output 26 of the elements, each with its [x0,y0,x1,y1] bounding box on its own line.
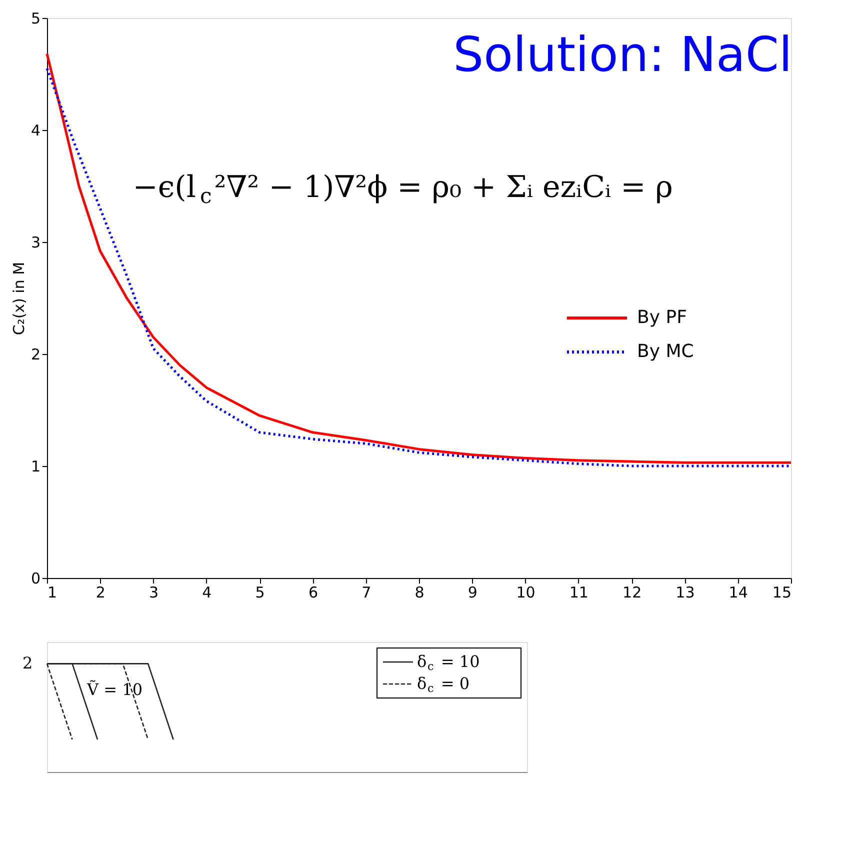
x-tick-label: 13 [676,584,695,602]
y-tick-label: 3 [30,234,40,252]
y-tick-label: 0 [30,570,40,588]
x-tick-label: 15 [772,584,792,602]
legend-label: By PF [637,307,687,328]
x-tick-label: 3 [149,584,159,602]
x-tick-label: 12 [622,584,642,602]
x-tick-label: 9 [468,584,478,602]
x-tick-label: 7 [362,584,372,602]
x-tick-label: 6 [308,584,318,602]
x-tick-label: 8 [414,584,424,602]
annotation: Ṽ = 10 [86,680,142,699]
y-tick-label: 1 [30,458,40,476]
y-axis-title: C₂(x) in M [10,262,28,336]
y-tick-label: 2 [30,346,40,364]
x-tick-label: 2 [96,584,106,602]
legend-label: By MC [637,341,694,362]
x-tick-label: 11 [569,584,588,602]
x-tick-label: 14 [728,584,748,602]
y-tick-label: 5 [30,10,40,28]
y-tick-label: 4 [30,122,40,140]
x-tick-label: 4 [202,584,212,602]
x-tick-label: 5 [255,584,265,602]
chart-title: Solution: NaCl [453,27,792,83]
x-tick-label: 10 [516,584,536,602]
x-tick-label: 1 [48,584,58,602]
